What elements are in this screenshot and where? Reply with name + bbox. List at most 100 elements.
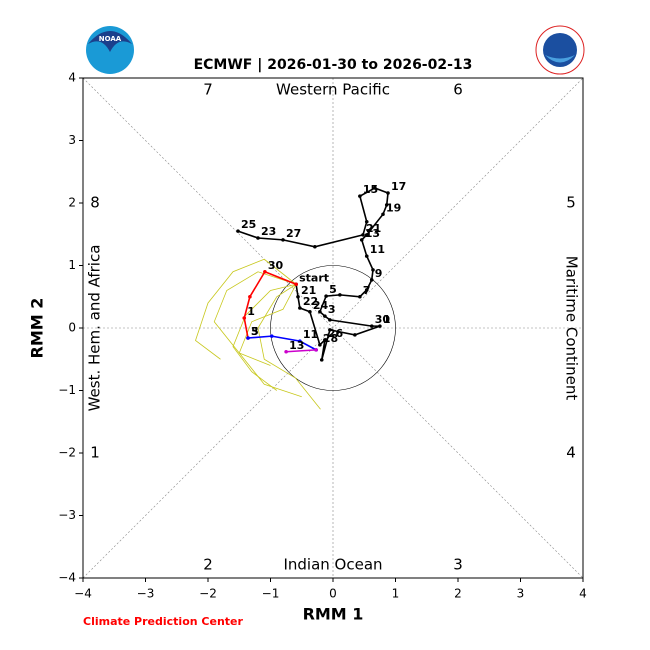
point — [338, 293, 342, 297]
point — [381, 212, 385, 217]
phase-label: 6 — [453, 81, 463, 99]
point — [284, 349, 288, 354]
point — [248, 294, 252, 299]
point-label: 22 — [303, 295, 318, 308]
phase-label: 8 — [90, 194, 100, 212]
point — [236, 229, 240, 233]
point-label: 21 — [366, 222, 381, 235]
point — [384, 203, 389, 207]
region-label: Indian Ocean — [283, 556, 382, 574]
point-label: 28 — [323, 332, 338, 345]
point — [358, 194, 362, 198]
x-tick-label: −3 — [137, 587, 155, 601]
point — [328, 318, 332, 322]
ensemble-member — [213, 271, 297, 366]
point — [353, 333, 357, 337]
point — [308, 309, 312, 314]
phase-label: 7 — [203, 81, 213, 99]
x-tick-label: 1 — [392, 587, 400, 601]
trajectory — [286, 349, 317, 353]
point — [364, 254, 369, 258]
y-tick-label: −4 — [58, 571, 76, 585]
point — [318, 309, 322, 314]
y-tick-label: −3 — [58, 508, 76, 522]
point — [323, 314, 327, 318]
point-label: 19 — [386, 201, 401, 214]
point — [324, 294, 328, 298]
y-tick-label: 4 — [68, 71, 76, 85]
point — [371, 268, 375, 272]
point-label: 21 — [301, 284, 316, 297]
trajectory — [247, 335, 317, 351]
point — [369, 278, 374, 282]
x-tick-label: −4 — [74, 587, 92, 601]
point-label: 25 — [241, 218, 256, 231]
point — [314, 348, 318, 352]
point-label: 17 — [391, 180, 406, 193]
point — [294, 282, 298, 287]
nws-logo — [535, 25, 585, 75]
svg-text:NOAA: NOAA — [99, 35, 122, 43]
point — [256, 236, 260, 240]
point-label: 3 — [328, 303, 336, 316]
phase-label: 1 — [90, 444, 100, 462]
point — [323, 338, 327, 342]
phase-label: 3 — [453, 556, 463, 574]
point — [378, 324, 382, 328]
point — [364, 288, 369, 292]
point-label: 15 — [363, 183, 378, 196]
point — [263, 269, 267, 274]
unit-circle — [270, 265, 396, 391]
region-label: Maritime Continent — [563, 256, 581, 401]
point — [361, 233, 365, 237]
noaa-logo: NOAA — [86, 26, 134, 74]
point-label: 26 — [328, 327, 344, 340]
y-tick-label: 0 — [68, 321, 76, 335]
x-tick-label: −2 — [199, 587, 217, 601]
region-label: West. Hem. and Africa — [86, 245, 104, 412]
point — [313, 244, 317, 249]
point — [369, 324, 374, 328]
y-tick-label: 1 — [68, 258, 76, 272]
point — [328, 328, 332, 332]
y-tick-label: −2 — [58, 446, 76, 460]
phase-label: 4 — [566, 444, 576, 462]
point-label: 3 — [251, 325, 259, 338]
x-tick-label: 3 — [517, 587, 525, 601]
point-label: 30 — [268, 259, 284, 272]
point-label: 11 — [303, 328, 318, 341]
chart-title: ECMWF | 2026-01-30 to 2026-02-13 — [194, 57, 473, 73]
y-axis-label: RMM 2 — [28, 298, 47, 359]
phase-label: 5 — [566, 194, 576, 212]
ensemble-member — [232, 283, 297, 391]
point-label: 13 — [289, 339, 304, 352]
ensemble-member — [195, 258, 297, 360]
x-tick-label: 0 — [329, 587, 337, 601]
point — [364, 219, 369, 224]
point — [242, 316, 247, 320]
x-tick-label: 2 — [454, 587, 462, 601]
point — [318, 343, 322, 347]
point — [269, 334, 274, 338]
point — [296, 294, 300, 299]
x-tick-label: 4 — [579, 587, 587, 601]
point — [359, 238, 364, 242]
point-label: 13 — [365, 227, 380, 240]
y-tick-label: 3 — [68, 133, 76, 147]
phase-label: 2 — [203, 556, 213, 574]
point-label: 9 — [375, 267, 383, 280]
point-label: 30 — [375, 313, 391, 326]
y-tick-label: −1 — [58, 383, 76, 397]
point — [364, 233, 369, 237]
point-label: start — [299, 271, 329, 284]
point — [386, 191, 390, 195]
point-label: 24 — [313, 299, 329, 312]
region-label: Western Pacific — [276, 81, 390, 99]
point-label: 7 — [363, 284, 371, 297]
x-axis-label: RMM 1 — [303, 605, 364, 624]
point-label: 27 — [286, 227, 301, 240]
point-label: 1 — [383, 313, 391, 326]
point — [298, 306, 302, 310]
point — [373, 186, 377, 190]
